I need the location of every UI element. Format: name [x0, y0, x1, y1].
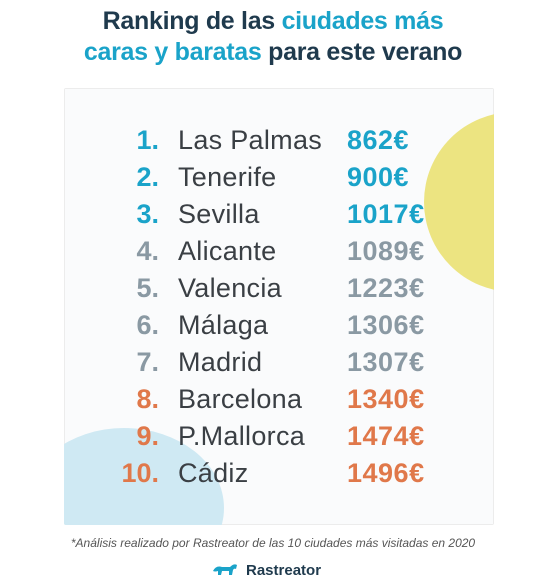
- rank-number: 8.: [136, 384, 159, 414]
- city-name: P.Mallorca: [178, 421, 306, 451]
- title-text: Ranking de las: [102, 7, 282, 35]
- city-name: Sevilla: [178, 199, 260, 229]
- rank-number: 10.: [121, 458, 159, 488]
- brand-name: Rastreator: [246, 561, 322, 579]
- city-name: Las Palmas: [178, 125, 323, 155]
- city-price: 1474€: [347, 421, 425, 451]
- city-name: Tenerife: [178, 162, 277, 192]
- city-price: 1307€: [347, 347, 425, 377]
- rank-number: 7.: [136, 347, 159, 377]
- city-price: 1496€: [347, 458, 425, 488]
- city-price: 1223€: [347, 273, 425, 303]
- city-name: Cádiz: [178, 458, 249, 488]
- ranking-card: 1. Las Palmas 862€ 2. Tenerife 900€ 3. Sevilla 1…: [64, 88, 494, 525]
- brand-logo[interactable]: Rastreator: [210, 560, 321, 580]
- city-price: 1306€: [347, 310, 425, 340]
- ranking-row: 1. Las Palmas 862€: [64, 122, 494, 158]
- ranking-row: 8. Barcelona 1340€: [64, 381, 494, 417]
- title-accent: caras y baratas: [83, 38, 262, 66]
- city-name: Valencia: [178, 273, 282, 303]
- city-price: 1017€: [347, 199, 425, 229]
- rank-number: 9.: [136, 421, 159, 451]
- ranking-row: 6. Málaga 1306€: [64, 307, 494, 343]
- ranking-row: 7. Madrid 1307€: [64, 344, 494, 380]
- ranking-row: 4. Alicante 1089€: [64, 233, 494, 269]
- title-accent: ciudades más: [281, 7, 444, 35]
- ranking-row: 2. Tenerife 900€: [64, 159, 494, 195]
- rank-number: 6.: [136, 310, 159, 340]
- title-text: para este verano: [261, 38, 463, 66]
- city-price: 900€: [347, 162, 410, 192]
- title-line-2: caras y baratas para este verano: [0, 37, 546, 68]
- rank-number: 1.: [136, 125, 159, 155]
- city-name: Málaga: [178, 310, 269, 340]
- rank-number: 4.: [136, 236, 159, 266]
- city-price: 1340€: [347, 384, 425, 414]
- city-name: Barcelona: [178, 384, 303, 414]
- dog-icon: [210, 559, 240, 582]
- page-title: Ranking de las ciudades más caras y bara…: [0, 6, 546, 68]
- city-name: Madrid: [178, 347, 263, 377]
- city-price: 1089€: [347, 236, 425, 266]
- ranking-row: 5. Valencia 1223€: [64, 270, 494, 306]
- rank-number: 3.: [136, 199, 159, 229]
- ranking-row: 10. Cádiz 1496€: [64, 455, 494, 491]
- ranking-row: 9. P.Mallorca 1474€: [64, 418, 494, 454]
- rank-number: 5.: [136, 273, 159, 303]
- ranking-row: 3. Sevilla 1017€: [64, 196, 494, 232]
- title-line-1: Ranking de las ciudades más: [0, 6, 546, 37]
- city-price: 862€: [347, 125, 410, 155]
- rank-number: 2.: [136, 162, 159, 192]
- footnote: *Análisis realizado por Rastreator de la…: [70, 536, 476, 550]
- city-name: Alicante: [178, 236, 277, 266]
